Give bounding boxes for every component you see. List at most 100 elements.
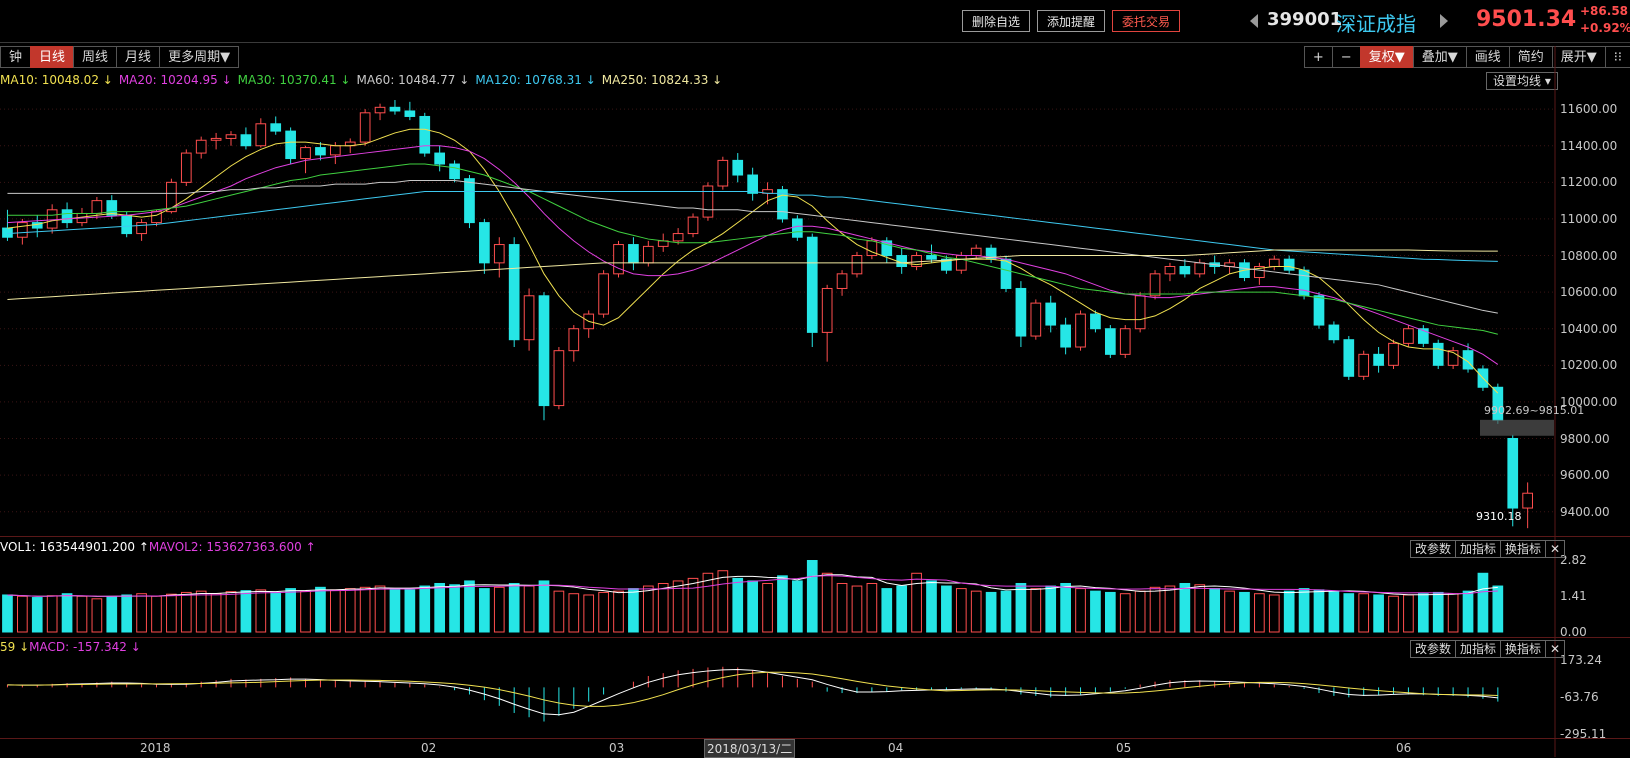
next-stock-icon[interactable]	[1440, 14, 1448, 28]
vol-switch-indicator-button[interactable]: 换指标	[1500, 540, 1547, 558]
x-label-03: 03	[609, 741, 625, 755]
candle-body	[1328, 324, 1340, 341]
price-axis-label: 11600.00	[1560, 102, 1618, 117]
candle-body	[1119, 328, 1131, 355]
macd-legend-item-1: MACD: -157.342 ↓	[29, 640, 141, 654]
volume-bar	[1045, 585, 1057, 633]
macd-legend-item-0: 59 ↓	[0, 640, 30, 654]
tab-daily[interactable]: 日线	[30, 46, 75, 68]
volume-bar	[955, 588, 967, 633]
price-axis: 11600.00 11400.00 11200.00 11000.00 10800.00…	[1560, 0, 1630, 757]
macd-indicator-buttons: 改参数 加指标 换指标 ✕	[1410, 640, 1566, 658]
candle-body	[270, 123, 282, 132]
candle-body	[1268, 258, 1280, 268]
volume-bar	[285, 588, 296, 633]
x-axis-divider	[0, 738, 1630, 739]
volume-bar	[970, 590, 982, 633]
vol-close-icon[interactable]: ✕	[1545, 540, 1566, 558]
volume-bar	[315, 586, 326, 633]
add-alert-button[interactable]: 添加提醒	[1037, 10, 1106, 32]
volume-bar	[210, 593, 222, 633]
volume-bar	[553, 590, 565, 633]
candle-body	[106, 200, 118, 216]
macd-add-indicator-button[interactable]: 加指标	[1455, 640, 1502, 658]
candle-body	[538, 295, 550, 407]
candle-body	[628, 244, 639, 264]
candle-body	[896, 255, 908, 268]
volume-bar	[866, 582, 878, 633]
volume-bar	[1254, 593, 1265, 633]
x-label-04: 04	[888, 741, 904, 755]
x-label-02: 02	[421, 741, 437, 755]
vol-add-indicator-button[interactable]: 加指标	[1455, 540, 1502, 558]
chart-tools: + − 复权▼ 叠加▼ 画线 简约 展开▼ ⁝⁝	[1303, 46, 1630, 68]
ma-legend-item-3: MA60: 10484.77 ↓	[356, 73, 470, 87]
volume-bar	[1283, 590, 1295, 633]
candle-body	[523, 295, 535, 341]
prev-stock-icon[interactable]	[1250, 14, 1258, 28]
volume-bar	[1358, 593, 1370, 633]
candle-body	[210, 137, 222, 141]
vol-change-params-button[interactable]: 改参数	[1410, 540, 1457, 558]
adjust-rights-button[interactable]: 复权▼	[1359, 46, 1414, 68]
volume-indicator-buttons: 改参数 加指标 换指标 ✕	[1410, 540, 1566, 558]
candle-body	[1179, 266, 1191, 275]
candle-body	[180, 152, 192, 183]
price-change: +86.58	[1580, 4, 1629, 18]
volume-bar	[911, 572, 922, 633]
candle-body	[687, 216, 699, 235]
candle-body	[121, 214, 133, 235]
volume-bar	[240, 590, 252, 633]
volume-bar	[1164, 585, 1176, 633]
ma-settings-button[interactable]: 设置均线 ▾	[1486, 72, 1558, 90]
macd-close-icon[interactable]: ✕	[1545, 640, 1566, 658]
tab-more-periods[interactable]: 更多周期▼	[159, 46, 240, 68]
x-label-06: 06	[1396, 741, 1412, 755]
trade-button[interactable]: 委托交易	[1112, 10, 1181, 32]
candle-body	[1090, 313, 1101, 330]
candle-body	[642, 245, 654, 264]
candle-body	[672, 233, 684, 242]
macd-switch-indicator-button[interactable]: 换指标	[1500, 640, 1547, 658]
volume-bar	[17, 595, 28, 633]
candle-body	[1447, 350, 1459, 366]
candle-body	[225, 134, 237, 139]
candle-body	[359, 112, 371, 143]
low-price-label: 9310.18	[1476, 510, 1522, 523]
volume-bar	[2, 594, 13, 633]
ma-legend-item-0: MA10: 10048.02 ↓	[0, 73, 113, 87]
volume-bar	[180, 591, 192, 633]
volume-bar	[1403, 594, 1414, 633]
candle-body	[493, 244, 505, 264]
volume-bar	[881, 588, 893, 633]
volume-bar	[1447, 593, 1459, 633]
volume-bar	[538, 580, 550, 633]
candle-body	[1403, 328, 1414, 344]
volume-bar	[926, 580, 937, 633]
price-axis-label: 10800.00	[1560, 248, 1618, 263]
candle-body	[419, 115, 431, 154]
volume-bar	[61, 593, 73, 633]
candle-body	[1283, 258, 1295, 271]
x-label-05: 05	[1116, 741, 1132, 755]
volume-bar	[1030, 588, 1042, 633]
macd-legend: 59 ↓MACD: -157.342 ↓	[0, 640, 141, 656]
volume-bar	[136, 593, 147, 633]
ma-legend-item-1: MA20: 10204.95 ↓	[118, 73, 232, 87]
volume-bar	[166, 593, 177, 633]
volume-bar	[1462, 590, 1474, 633]
hover-range-label: 9902.69~9815.01	[1484, 404, 1585, 417]
candle-body	[166, 181, 177, 213]
candle-body	[61, 209, 73, 224]
volume-bar	[583, 594, 595, 633]
ma-legend: MA10: 10048.02 ↓ MA20: 10204.95 ↓ MA30: 10…	[0, 73, 728, 89]
volume-bar	[1209, 588, 1221, 633]
volume-bar	[806, 560, 818, 633]
volume-bar	[1343, 593, 1355, 633]
remove-watchlist-button[interactable]: 删除自选	[962, 10, 1031, 32]
macd-axis-label: -63.76	[1560, 690, 1599, 705]
candle-body	[329, 145, 341, 156]
crosshair-date: 2018/03/13/二	[704, 739, 796, 758]
macd-change-params-button[interactable]: 改参数	[1410, 640, 1457, 658]
